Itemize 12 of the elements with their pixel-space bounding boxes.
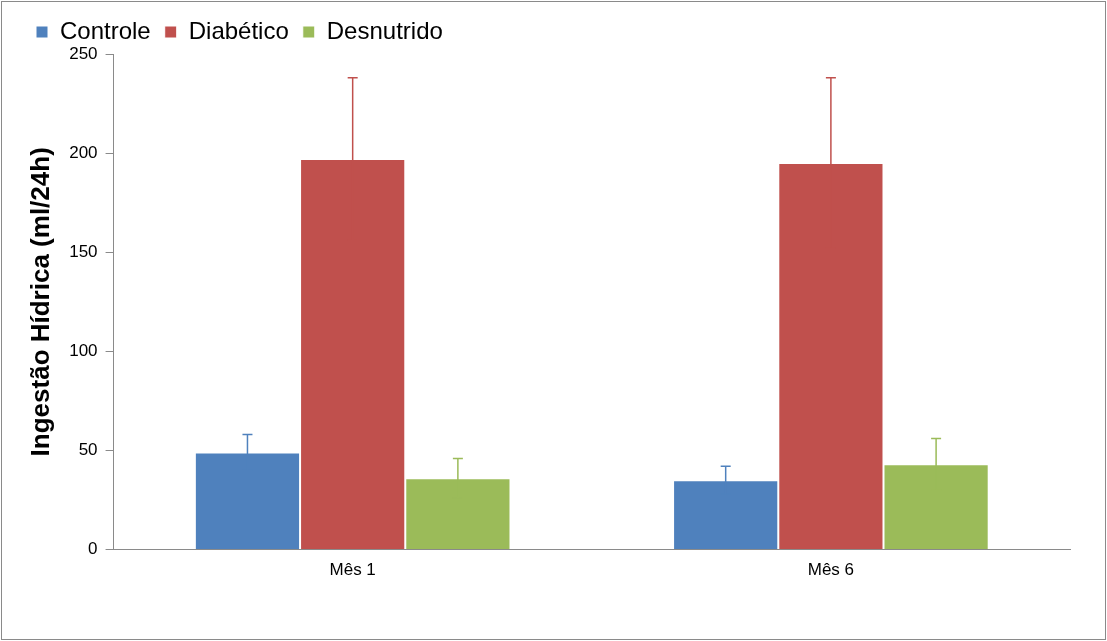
- legend-label: Diabético: [188, 16, 289, 44]
- y-tick-label: 200: [69, 142, 98, 162]
- legend-label: Desnutrido: [326, 16, 443, 44]
- legend-label: Controle: [60, 16, 151, 44]
- y-axis-title: Ingestão Hídrica (ml/24h): [24, 147, 55, 457]
- y-tick-label: 0: [88, 539, 98, 559]
- y-tick-label: 50: [78, 440, 98, 460]
- y-tick-label: 100: [69, 341, 98, 361]
- y-tick-label: 150: [69, 241, 98, 261]
- x-tick-label: Mês 6: [807, 560, 855, 580]
- x-tick-label: Mês 1: [329, 560, 376, 580]
- y-tick-label: 250: [69, 43, 98, 63]
